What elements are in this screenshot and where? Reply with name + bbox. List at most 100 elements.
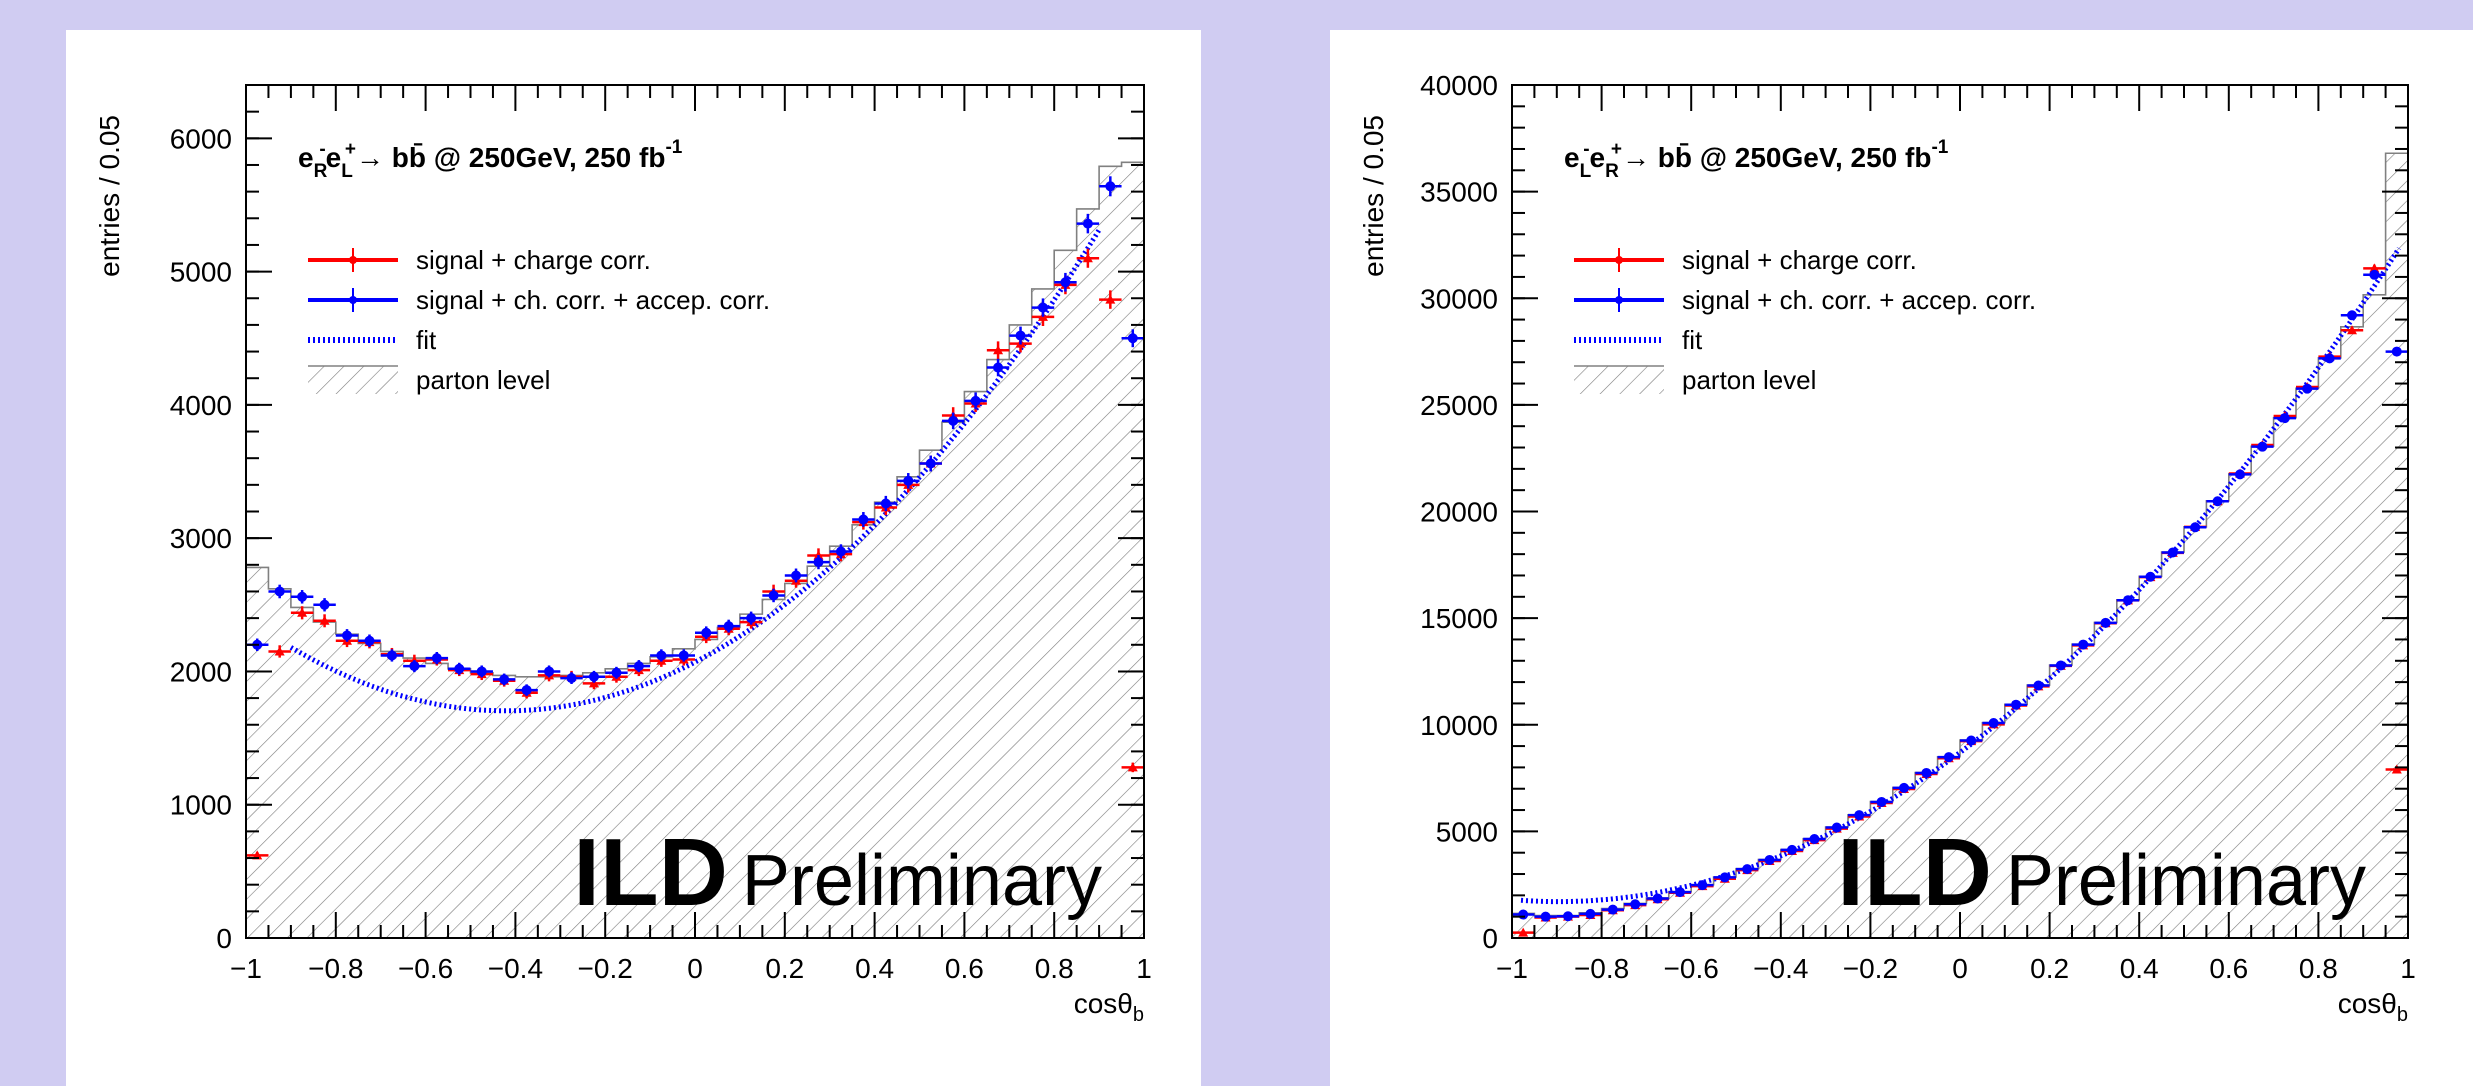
signal-accep-corr-point [1758, 854, 1781, 865]
signal-accep-corr-marker [1563, 911, 1573, 922]
signal-accep-corr-point [1099, 176, 1122, 197]
signal-accep-corr-point [2228, 469, 2252, 480]
signal-accep-corr-marker [2190, 522, 2201, 533]
legend-entry: parton level [308, 365, 550, 395]
signal-charge-corr-marker [2391, 764, 2402, 774]
signal-accep-corr-marker [1764, 854, 1775, 865]
signal-accep-corr-marker [993, 362, 1004, 373]
signal-accep-corr-point [515, 684, 538, 696]
signal-accep-corr-point [695, 626, 718, 640]
signal-accep-corr-point [1960, 735, 1983, 746]
process-label-lead: e [1564, 142, 1580, 173]
signal-accep-corr-point [2206, 496, 2229, 507]
legend-entry: signal + charge corr. [308, 245, 651, 275]
signal-accep-corr-point [605, 666, 628, 679]
signal-accep-corr-marker [791, 570, 802, 581]
brand-ild: ILD [1837, 819, 1992, 926]
signal-charge-corr-point [986, 341, 1010, 360]
legend-label: signal + ch. corr. + accep. corr. [416, 285, 770, 315]
signal-charge-corr-marker [274, 646, 285, 656]
process-label-tail: → bb̄ @ 250GeV, 250 fb [1622, 142, 1932, 173]
signal-charge-corr-marker [319, 615, 330, 625]
x-tick-label: 0.4 [2120, 953, 2159, 984]
signal-accep-corr-marker [2324, 353, 2335, 364]
signal-accep-corr-series [246, 176, 1144, 696]
signal-accep-corr-marker [409, 661, 420, 672]
x-axis-title: cosθb [1074, 988, 1144, 1026]
x-tick-label: 0.2 [2030, 953, 2069, 984]
signal-accep-corr-point [739, 611, 763, 625]
signal-accep-corr-marker [2100, 617, 2111, 628]
signal-accep-corr-point [919, 455, 942, 472]
signal-accep-corr-marker [2033, 680, 2044, 691]
signal-accep-corr-point [582, 670, 606, 683]
signal-accep-corr-point [2004, 699, 2028, 710]
y-tick-label: 3000 [170, 523, 232, 554]
signal-charge-corr-marker [2347, 325, 2357, 335]
brand-preliminary: Preliminary [2006, 841, 2366, 921]
signal-accep-corr-point [1646, 893, 1669, 904]
process-label: eR-eL+→ bb̄ @ 250GeV, 250 fb-1 [298, 137, 683, 182]
signal-accep-corr-marker [1809, 834, 1820, 845]
signal-accep-corr-point [964, 392, 987, 410]
signal-accep-corr-point [1121, 329, 1144, 348]
x-tick-label: −0.4 [488, 953, 543, 984]
signal-accep-corr-marker [1518, 909, 1529, 920]
signal-accep-corr-marker [544, 666, 555, 677]
legend-label: parton level [416, 365, 550, 395]
signal-accep-corr-marker [1988, 718, 1999, 729]
signal-charge-corr-marker [813, 550, 824, 560]
signal-charge-corr-marker [1105, 294, 1116, 304]
process-label-sup3: -1 [1931, 137, 1948, 158]
chart-panel-left: −1 −0.8 −0.6 −0.4 −0.2 0 0.2 0.4 0.6 0.8 1 0 1000 200… [66, 30, 1201, 1086]
x-tick-label: 0.8 [2299, 953, 2338, 984]
signal-accep-corr-point [2072, 639, 2095, 650]
signal-accep-corr-point [762, 588, 785, 603]
signal-accep-corr-point [358, 634, 381, 648]
signal-accep-corr-marker [2302, 383, 2313, 394]
process-label-sub1: L [1580, 161, 1592, 182]
x-tick-label: −1 [230, 953, 262, 984]
legend-label: parton level [1682, 365, 1816, 395]
x-axis-title-main: cosθ [1074, 988, 1133, 1019]
x-tick-label: 1 [1136, 953, 1152, 984]
signal-accep-corr-point [1624, 899, 1647, 910]
x-tick-label: −0.6 [1664, 953, 1719, 984]
signal-accep-corr-marker [274, 586, 285, 597]
legend-marker [349, 256, 357, 264]
signal-accep-corr-marker [948, 415, 959, 426]
signal-accep-corr-marker [521, 685, 532, 696]
x-tick-label: 0.6 [2209, 953, 2248, 984]
y-tick-label: 20000 [1420, 497, 1498, 528]
signal-charge-corr-marker [993, 345, 1004, 355]
signal-charge-corr-point [1076, 248, 1100, 268]
x-tick-label: 0 [687, 953, 703, 984]
legend-label: signal + ch. corr. + accep. corr. [1682, 285, 2036, 315]
brand-ild: ILD [573, 819, 728, 926]
signal-accep-corr-point [492, 673, 516, 686]
signal-accep-corr-point [2139, 571, 2162, 582]
signal-charge-corr-point [1099, 290, 1122, 309]
signal-accep-corr-point [2296, 383, 2319, 394]
signal-accep-corr-point [1076, 213, 1100, 234]
signal-accep-corr-marker [925, 458, 936, 469]
signal-accep-corr-point [2161, 547, 2184, 558]
signal-accep-corr-point [2094, 617, 2117, 628]
signal-accep-corr-marker [633, 661, 644, 672]
signal-accep-corr-marker [342, 630, 353, 641]
signal-accep-corr-marker [1015, 330, 1026, 341]
legend-label: signal + charge corr. [1682, 245, 1917, 275]
signal-accep-corr-point [425, 652, 449, 665]
signal-accep-corr-point [852, 512, 875, 527]
signal-accep-corr-point [1870, 796, 1893, 807]
signal-accep-corr-point [1982, 718, 2005, 729]
signal-accep-corr-point [1054, 272, 1077, 292]
x-tick-label: −0.8 [308, 953, 363, 984]
ild-preliminary-branding: ILD Preliminary [1837, 819, 2366, 926]
signal-accep-corr-marker [970, 395, 981, 406]
y-tick-label: 35000 [1420, 177, 1498, 208]
signal-accep-corr-marker [1787, 844, 1797, 855]
process-label-sub2: L [341, 161, 353, 182]
signal-accep-corr-marker [813, 557, 824, 568]
signal-accep-corr-marker [746, 613, 757, 624]
